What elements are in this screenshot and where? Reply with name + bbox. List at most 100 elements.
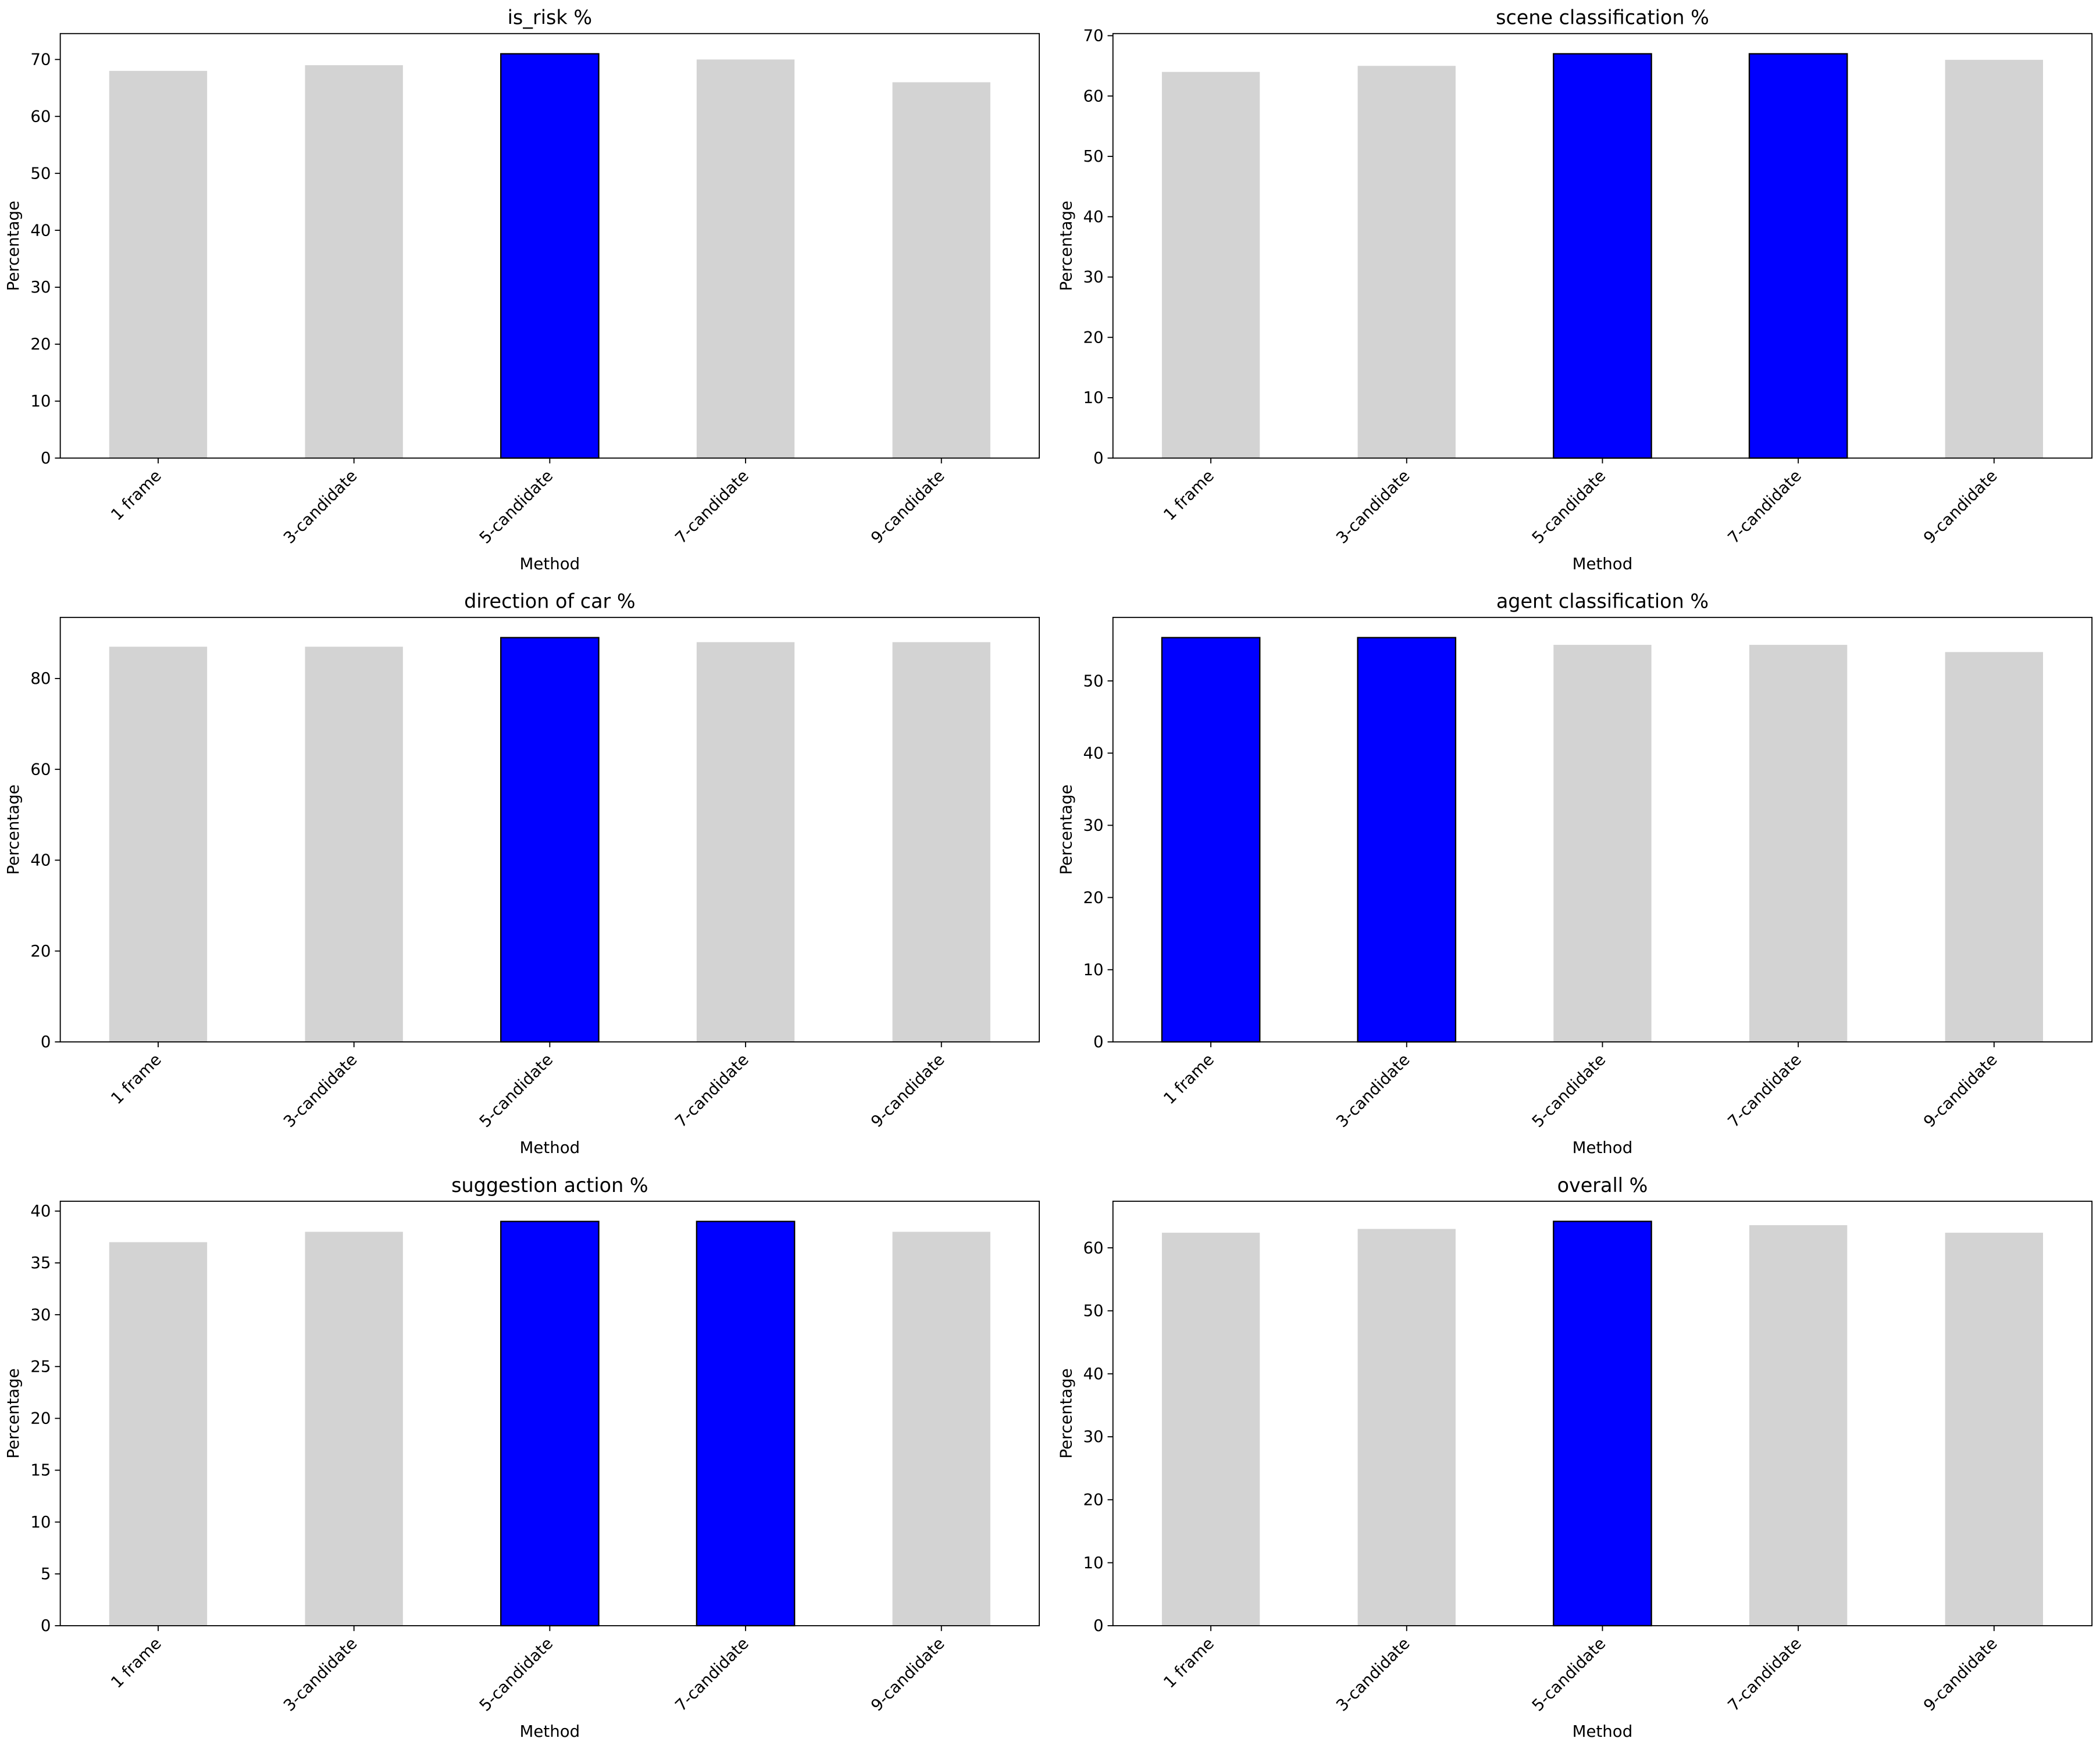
y-tick-label: 50 <box>1083 671 1103 690</box>
y-tick-label: 35 <box>30 1253 51 1272</box>
y-tick-label: 30 <box>1083 1427 1103 1446</box>
y-tick-label: 70 <box>1083 26 1103 45</box>
x-tick-label: 1 frame <box>107 1634 165 1692</box>
axes-frame <box>59 1200 1040 1626</box>
bar <box>109 70 208 458</box>
x-tick-label: 5-candidate <box>1528 466 1610 548</box>
y-tick-label: 40 <box>1083 743 1103 762</box>
bar <box>1161 1233 1260 1626</box>
x-tick-label: 9-candidate <box>867 466 949 548</box>
y-tick-label: 20 <box>1083 327 1103 347</box>
axes-frame <box>59 33 1040 459</box>
y-tick-label: 10 <box>1083 1553 1103 1572</box>
bar <box>305 65 403 458</box>
x-tick-label: 1 frame <box>107 466 165 524</box>
x-tick-label: 9-candidate <box>867 1634 949 1715</box>
x-tick-label: 9-candidate <box>1920 1050 2001 1132</box>
x-axis-label: Method <box>520 554 580 573</box>
chart-title: suggestion action % <box>451 1174 648 1197</box>
bar <box>1749 645 1848 1042</box>
x-tick-label: 1 frame <box>1160 466 1218 524</box>
bar <box>1945 1233 2044 1626</box>
bar <box>500 53 600 459</box>
bar <box>500 1220 600 1627</box>
x-tick-label: 5-candidate <box>1528 1634 1610 1715</box>
y-tick-label: 80 <box>30 669 51 688</box>
bar <box>1553 1220 1652 1627</box>
x-axis-label: Method <box>520 1722 580 1741</box>
x-tick-label: 1 frame <box>1160 1634 1218 1692</box>
x-tick-label: 1 frame <box>1160 1050 1218 1108</box>
x-tick-label: 7-candidate <box>671 1634 753 1715</box>
y-tick-label: 60 <box>1083 1238 1103 1257</box>
x-tick-label: 3-candidate <box>1332 466 1414 548</box>
y-tick-label: 0 <box>1093 1616 1104 1635</box>
y-tick-label: 20 <box>30 1409 51 1428</box>
x-axis-label: Method <box>520 1138 580 1157</box>
axes-frame <box>1112 33 2093 459</box>
bar <box>305 647 403 1042</box>
x-tick-label: 3-candidate <box>1332 1634 1414 1715</box>
y-tick-label: 10 <box>1083 388 1103 407</box>
chart-title: scene classification % <box>1496 6 1709 29</box>
bar <box>1553 645 1652 1042</box>
y-tick-label: 20 <box>30 941 51 961</box>
bar <box>1357 1229 1456 1626</box>
x-tick-label: 3-candidate <box>1332 1050 1414 1132</box>
bar <box>696 59 795 458</box>
y-tick-label: 60 <box>1083 86 1103 105</box>
bar <box>1357 637 1457 1043</box>
y-axis-label: Percentage <box>1056 784 1075 874</box>
axes-frame <box>1112 616 2093 1043</box>
y-tick-label: 50 <box>1083 147 1103 166</box>
chart-title: is_risk % <box>508 6 592 29</box>
bar <box>1161 72 1260 458</box>
y-tick-label: 50 <box>1083 1301 1103 1320</box>
bar <box>892 642 990 1042</box>
x-tick-label: 9-candidate <box>1920 466 2001 548</box>
y-axis-label: Percentage <box>3 201 23 291</box>
y-tick-label: 40 <box>30 1201 51 1220</box>
bar <box>305 1232 403 1626</box>
y-axis-label: Percentage <box>3 1368 23 1458</box>
x-tick-label: 9-candidate <box>1920 1634 2001 1715</box>
x-tick-label: 7-candidate <box>1724 1634 1805 1715</box>
y-tick-label: 10 <box>30 391 51 411</box>
chart-title: direction of car % <box>464 590 635 613</box>
x-axis-label: Method <box>1573 554 1633 573</box>
x-tick-label: 1 frame <box>107 1050 165 1108</box>
bar <box>1748 53 1848 459</box>
axes-frame <box>1112 1200 2093 1626</box>
bar <box>696 1220 796 1627</box>
bar <box>109 647 208 1042</box>
y-tick-label: 30 <box>30 1305 51 1324</box>
y-tick-label: 10 <box>30 1512 51 1532</box>
y-tick-label: 0 <box>41 1616 51 1635</box>
bar <box>1357 66 1456 458</box>
x-tick-label: 7-candidate <box>671 1050 753 1132</box>
bar <box>1161 637 1261 1043</box>
x-tick-label: 9-candidate <box>867 1050 949 1132</box>
y-tick-label: 15 <box>30 1461 51 1480</box>
bar <box>1945 59 2044 458</box>
y-tick-label: 0 <box>41 1032 51 1051</box>
bar <box>892 82 990 458</box>
y-tick-label: 20 <box>1083 888 1103 907</box>
y-tick-label: 60 <box>30 759 51 779</box>
y-tick-label: 60 <box>30 106 51 126</box>
y-tick-label: 0 <box>1093 448 1104 467</box>
axes-frame <box>59 616 1040 1043</box>
y-tick-label: 30 <box>30 277 51 297</box>
y-tick-label: 20 <box>30 334 51 354</box>
x-tick-label: 5-candidate <box>475 466 557 548</box>
x-axis-label: Method <box>1573 1138 1633 1157</box>
y-tick-label: 40 <box>30 851 51 870</box>
bar <box>500 637 600 1043</box>
x-tick-label: 3-candidate <box>280 1634 361 1715</box>
y-tick-label: 10 <box>1083 960 1103 979</box>
y-tick-label: 5 <box>41 1564 51 1583</box>
y-tick-label: 25 <box>30 1357 51 1376</box>
y-tick-label: 50 <box>30 163 51 183</box>
